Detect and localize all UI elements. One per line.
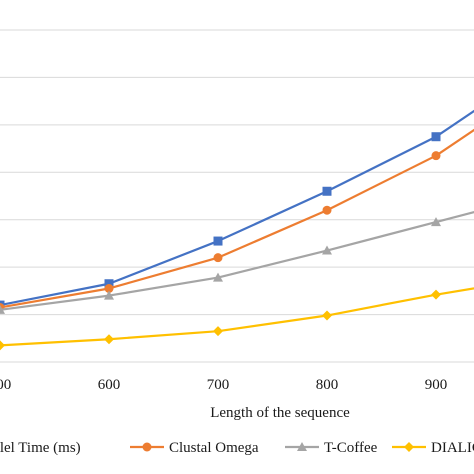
series-line [0, 128, 474, 309]
data-point [213, 253, 223, 263]
series-2 [0, 211, 474, 314]
legend-item: Clustal Omega [130, 440, 259, 456]
x-tick-label: 900 [425, 377, 448, 393]
data-point [213, 236, 223, 246]
data-point [213, 272, 223, 282]
series-3 [0, 287, 474, 351]
data-point [431, 289, 441, 300]
series-lines [0, 109, 474, 351]
legend-item: DIALIGN [392, 440, 474, 456]
legend-label: T-Coffee [324, 440, 378, 456]
data-point [213, 326, 223, 337]
x-tick-label: 500 [0, 377, 11, 393]
legend-swatch-marker [297, 442, 307, 451]
data-point [322, 186, 332, 196]
x-tick-label: 700 [207, 377, 230, 393]
legend: Parallel Time (ms) Clustal Omega T-Coffee D… [0, 440, 474, 456]
x-axis-title: Length of the sequence [210, 405, 350, 421]
x-tick-labels: 500 600 700 800 900 [0, 377, 447, 393]
series-line [0, 287, 474, 347]
legend-item: T-Coffee [285, 440, 378, 456]
data-point [322, 245, 332, 255]
data-point [104, 279, 114, 289]
x-tick-label: 600 [98, 377, 121, 393]
series-line [0, 211, 474, 311]
legend-label: Clustal Omega [169, 440, 259, 456]
data-point [104, 290, 114, 300]
data-point [322, 310, 332, 321]
data-point [431, 217, 441, 227]
data-point [104, 334, 114, 345]
data-point [104, 283, 114, 293]
legend-swatch-marker [404, 442, 414, 452]
legend-label: DIALIGN [431, 440, 474, 456]
gridlines [0, 29, 474, 363]
legend-swatch-marker [142, 442, 152, 452]
legend-item: Parallel Time (ms) [0, 440, 81, 456]
legend-label: Parallel Time (ms) [0, 440, 81, 456]
data-point [431, 132, 441, 142]
data-point [0, 340, 5, 351]
data-point [0, 304, 5, 314]
data-point [322, 205, 332, 215]
series-1 [0, 128, 474, 312]
x-tick-label: 800 [316, 377, 339, 393]
data-point [431, 151, 441, 161]
series-line [0, 109, 474, 307]
